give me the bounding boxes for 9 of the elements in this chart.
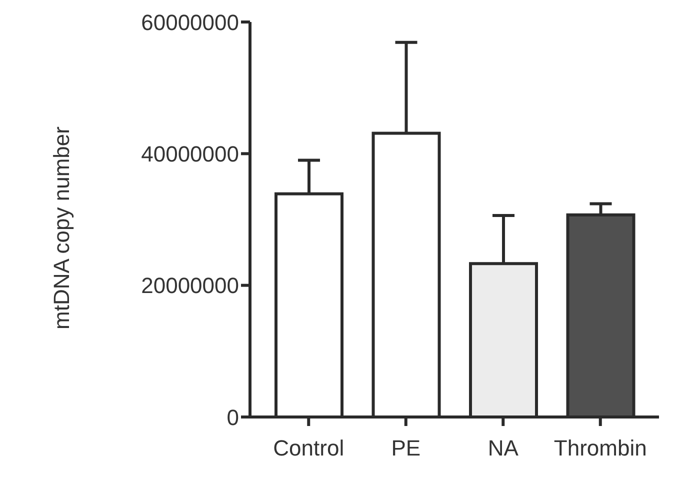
x-tick-label: PE <box>391 436 421 461</box>
y-tick-label: 40000000 <box>141 141 239 166</box>
y-tick-label: 0 <box>226 404 239 430</box>
x-tick-label: NA <box>488 436 519 461</box>
y-tick-label: 60000000 <box>141 10 239 35</box>
y-tick-label: 20000000 <box>141 273 239 298</box>
x-tick-label: Control <box>273 436 344 461</box>
y-axis-title: mtDNA copy number <box>48 126 74 330</box>
x-tick-label: Thrombin <box>554 436 647 461</box>
